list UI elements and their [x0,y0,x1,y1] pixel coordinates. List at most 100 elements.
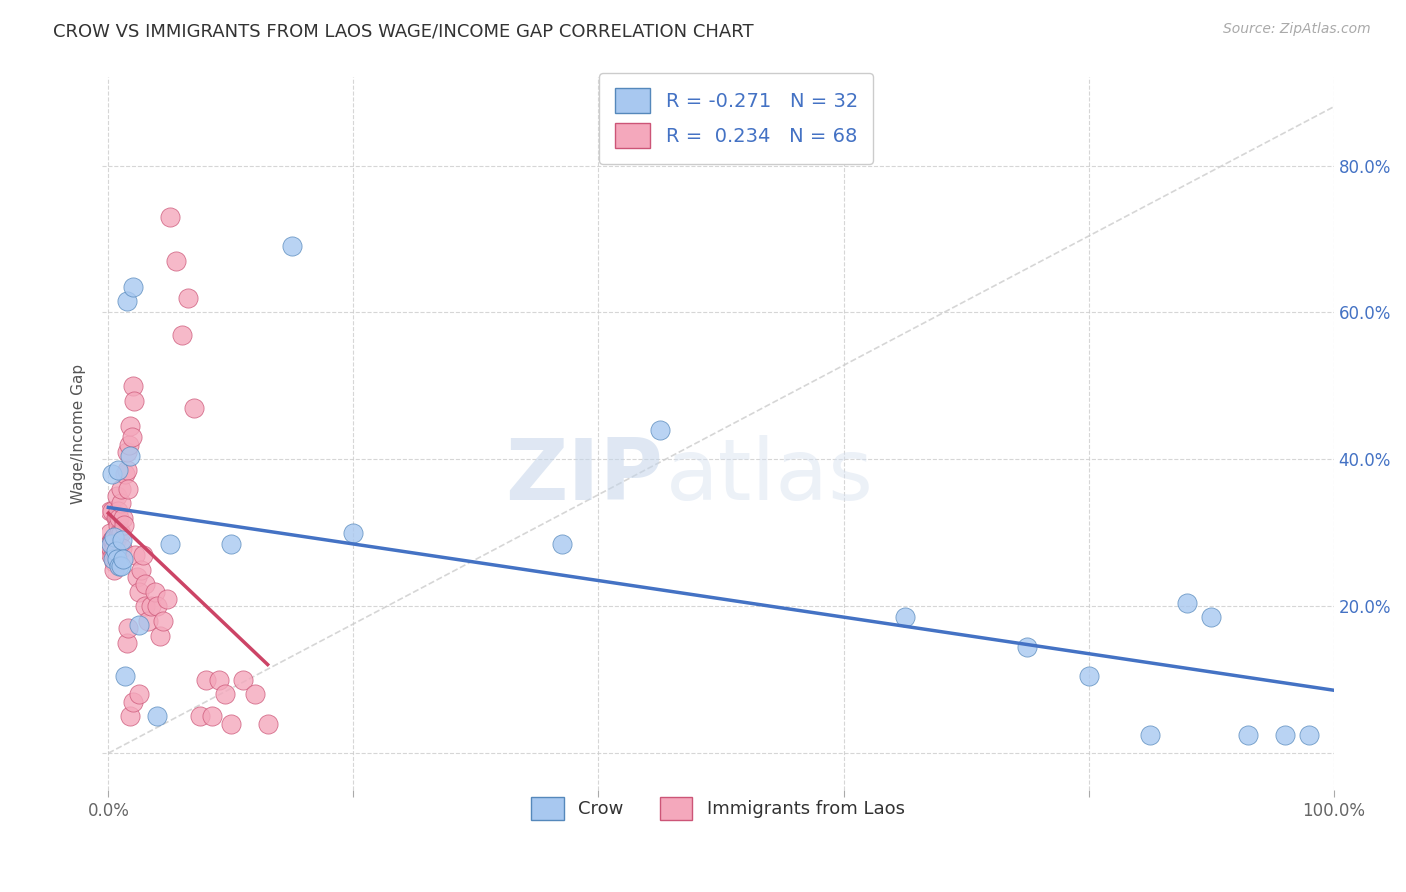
Point [112,551,135,566]
Point [214,688,236,702]
Point [110,558,132,573]
Point [245,688,267,702]
Point [1199,610,1222,624]
Point [1274,728,1296,742]
Point [101,533,124,548]
Point [143,584,166,599]
Y-axis label: Wage/Income Gap: Wage/Income Gap [72,364,86,504]
Point [165,254,187,268]
Point [195,673,218,687]
Point [134,599,156,614]
Point [1017,640,1039,654]
Point [104,511,127,525]
Point [1237,728,1260,742]
Point [207,673,229,687]
Point [103,541,125,555]
Point [183,401,205,415]
Point [110,525,132,540]
Point [111,533,134,548]
Point [170,327,193,342]
Text: Source: ZipAtlas.com: Source: ZipAtlas.com [1223,22,1371,37]
Point [342,525,364,540]
Point [146,709,169,723]
Point [103,533,125,548]
Point [112,518,135,533]
Point [219,537,242,551]
Point [121,695,143,709]
Point [141,599,163,614]
Point [121,279,143,293]
Point [281,239,304,253]
Point [110,482,132,496]
Point [125,570,148,584]
Point [105,489,128,503]
Point [108,511,131,525]
Point [177,291,200,305]
Point [894,610,917,624]
Point [256,716,278,731]
Text: atlas: atlas [666,435,875,518]
Point [128,617,150,632]
Point [131,563,153,577]
Point [115,445,138,459]
Point [1298,728,1320,742]
Point [152,614,174,628]
Point [108,558,131,573]
Point [104,533,127,548]
Point [105,511,128,525]
Point [103,563,125,577]
Point [128,584,150,599]
Point [121,430,143,444]
Point [159,210,181,224]
Point [118,438,141,452]
Point [128,688,150,702]
Point [156,591,179,606]
Point [115,463,138,477]
Point [107,504,129,518]
Point [1175,596,1198,610]
Point [219,716,242,731]
Point [98,525,121,540]
Point [100,548,122,562]
Point [105,551,128,566]
Point [108,525,131,540]
Point [112,511,135,525]
Point [98,504,121,518]
Point [110,496,132,510]
Point [117,621,139,635]
Point [131,548,153,562]
Point [159,537,181,551]
Point [188,709,211,723]
Point [1077,669,1099,683]
Point [120,709,142,723]
Point [146,599,169,614]
Point [111,541,134,555]
Point [551,537,574,551]
Point [115,294,138,309]
Text: CROW VS IMMIGRANTS FROM LAOS WAGE/INCOME GAP CORRELATION CHART: CROW VS IMMIGRANTS FROM LAOS WAGE/INCOME… [53,22,754,40]
Point [103,529,125,543]
Point [120,419,142,434]
Point [100,537,122,551]
Point [115,636,138,650]
Point [120,449,142,463]
Point [114,669,136,683]
Point [104,544,127,558]
Point [103,548,125,562]
Point [103,555,125,569]
Point [122,393,145,408]
Point [100,541,122,555]
Point [107,463,129,477]
Point [1139,728,1161,742]
Point [121,379,143,393]
Legend: Crow, Immigrants from Laos: Crow, Immigrants from Laos [517,782,920,834]
Point [648,423,671,437]
Point [114,467,136,481]
Point [232,673,254,687]
Point [149,629,172,643]
Text: ZIP: ZIP [505,435,662,518]
Point [134,577,156,591]
Point [117,482,139,496]
Point [136,614,159,628]
Point [101,504,124,518]
